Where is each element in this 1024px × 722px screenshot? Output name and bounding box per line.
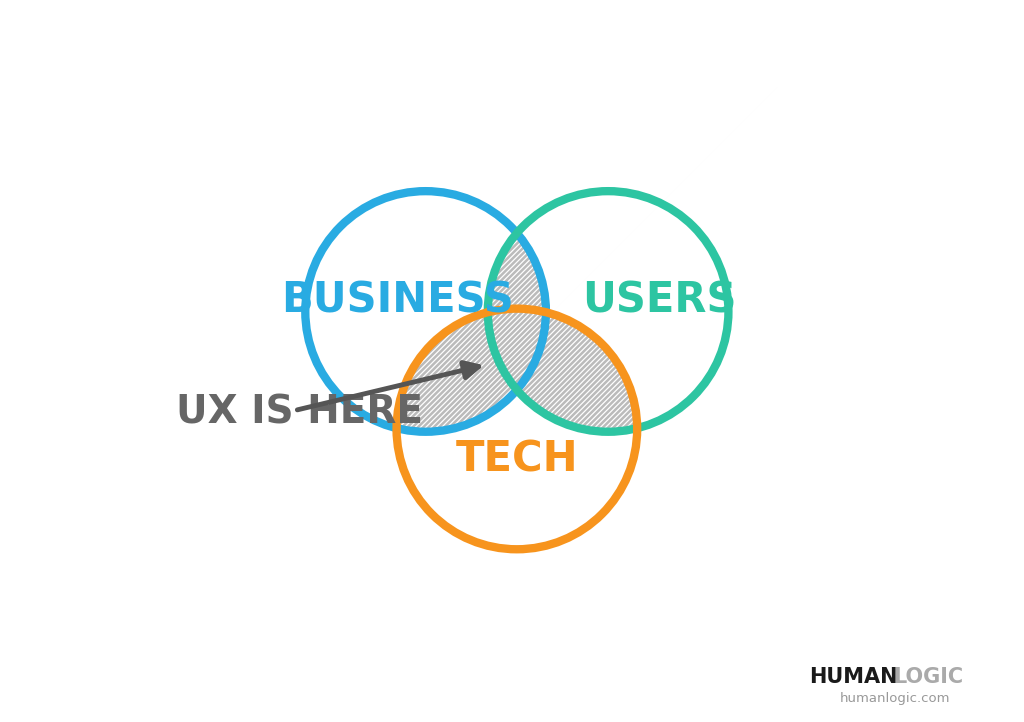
Text: humanlogic.com: humanlogic.com <box>840 692 950 705</box>
Text: LOGIC: LOGIC <box>893 667 963 687</box>
Text: UX IS HERE: UX IS HERE <box>176 393 423 431</box>
Text: BUSINESS: BUSINESS <box>282 279 514 321</box>
Text: HUMAN: HUMAN <box>809 667 897 687</box>
Text: USERS: USERS <box>583 279 737 321</box>
Text: TECH: TECH <box>456 439 579 481</box>
